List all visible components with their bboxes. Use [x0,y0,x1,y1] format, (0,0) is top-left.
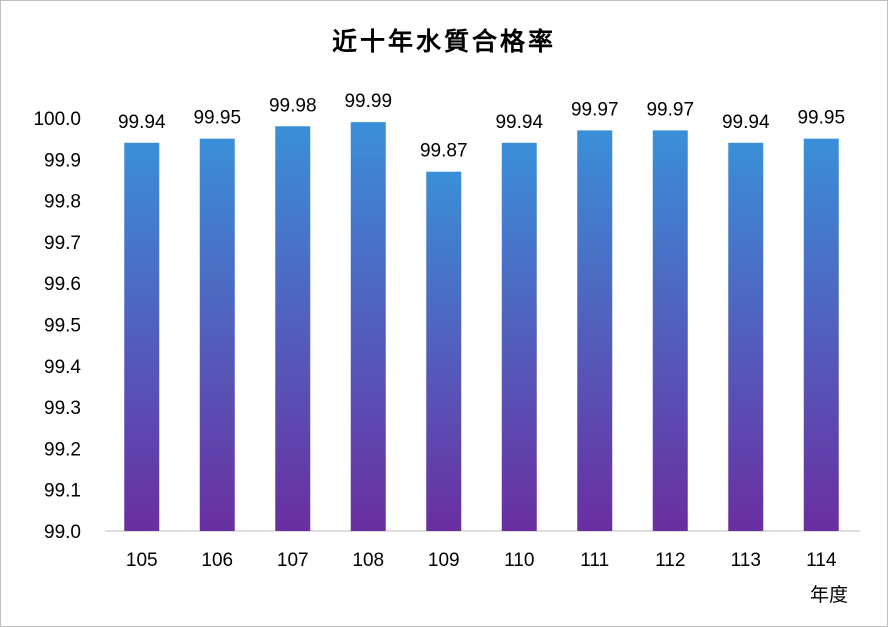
bar [350,122,386,531]
data-label: 99.95 [193,108,241,129]
bar [275,126,311,531]
y-tick-labels: 99.0 99.1 99.2 99.3 99.4 99.5 99.6 99.7 99.8 99.9… [33,109,81,543]
y-tick-label: 99.7 [44,233,81,254]
y-tick-label: 99.0 [44,522,81,543]
data-label: 99.97 [571,99,619,120]
bar [652,130,688,531]
x-tick-label: 107 [277,550,309,571]
y-tick-label: 99.6 [44,274,81,295]
chart-title: 近十年水質合格率 [331,27,556,56]
bars [124,122,839,531]
data-label: 99.94 [495,112,543,133]
bar [803,138,839,531]
data-label: 99.98 [269,95,317,116]
x-tick-labels: 105 106 107 108 109 110 111 112 113 114 [126,550,837,571]
y-tick-label: 99.1 [44,481,81,502]
x-tick-label: 113 [731,550,761,571]
data-label: 99.95 [797,108,845,129]
y-tick-label: 99.9 [44,150,81,171]
data-label: 99.94 [118,112,166,133]
data-labels: 99.94 99.95 99.98 99.99 99.87 99.94 99.97 99.97… [118,91,845,162]
data-label: 99.97 [646,99,694,120]
x-tick-label: 106 [201,550,233,571]
x-tick-label: 110 [504,550,534,571]
y-tick-label: 99.2 [44,439,81,460]
x-tick-label: 111 [580,550,609,571]
x-tick-label: 109 [428,550,460,571]
bar [577,130,613,531]
y-tick-label: 100.0 [33,109,81,130]
y-tick-label: 99.4 [44,357,81,378]
data-label: 99.99 [344,91,392,112]
bar [728,142,764,531]
bar [426,171,462,531]
y-tick-label: 99.3 [44,398,81,419]
x-tick-label: 108 [352,550,384,571]
data-label: 99.87 [420,141,468,162]
bar [501,142,537,531]
x-tick-label: 114 [806,550,837,571]
y-tick-label: 99.8 [44,192,81,213]
data-label: 99.94 [722,112,770,133]
x-tick-label: 112 [655,550,685,571]
bar [199,138,235,531]
x-axis-unit-label: 年度 [810,584,848,606]
y-tick-label: 99.5 [44,316,81,337]
bar [124,142,160,531]
x-tick-label: 105 [126,550,158,571]
